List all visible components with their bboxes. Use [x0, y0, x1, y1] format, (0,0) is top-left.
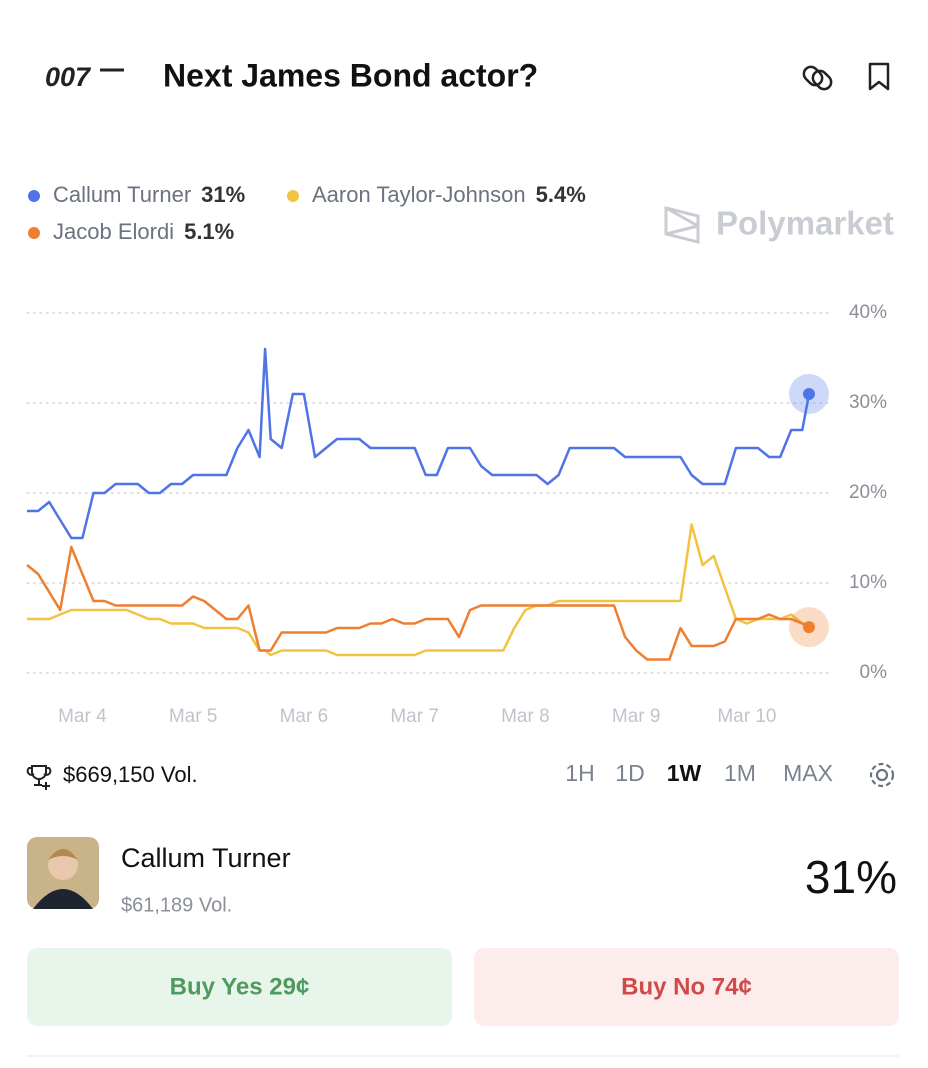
range-option[interactable]: 1H	[565, 760, 594, 786]
legend-name: Aaron Taylor-Johnson	[312, 182, 526, 207]
logo: 007	[45, 62, 92, 92]
settings-icon[interactable]	[869, 762, 895, 788]
outcome-name: Callum Turner	[121, 843, 291, 873]
y-tick-label: 0%	[860, 662, 888, 683]
legend-value: 5.4%	[536, 182, 586, 207]
watermark: Polymarket	[664, 205, 894, 244]
range-option[interactable]: 1D	[615, 760, 644, 786]
avatar-face	[48, 850, 78, 880]
y-tick-label: 30%	[849, 392, 887, 413]
legend-dot	[28, 190, 40, 202]
link-icon[interactable]	[801, 64, 834, 92]
trophy-icon	[26, 765, 52, 790]
legend-value: 5.1%	[184, 219, 234, 244]
buy-no-button[interactable]	[474, 948, 899, 1026]
outcome-volume: $61,189 Vol.	[121, 894, 232, 916]
range-option[interactable]: 1M	[724, 760, 756, 786]
y-tick-label: 10%	[849, 572, 887, 593]
legend-value: 31%	[201, 182, 245, 207]
legend-name: Callum Turner	[53, 182, 191, 207]
x-tick-label: Mar 8	[501, 706, 550, 727]
y-tick-label: 20%	[849, 482, 887, 503]
range-option[interactable]: 1W	[667, 760, 702, 786]
avatar-suit	[33, 889, 93, 909]
buy-no-label: Buy No 74¢	[621, 973, 752, 1000]
watermark-text: Polymarket	[716, 205, 894, 242]
outcome-chance: 31%	[805, 851, 897, 903]
title: Next James Bond actor?	[163, 57, 538, 93]
bookmark-icon[interactable]	[868, 62, 890, 91]
x-tick-label: Mar 7	[390, 706, 439, 727]
end-dot	[802, 621, 815, 634]
x-tick-label: Mar 10	[717, 706, 776, 727]
x-tick-label: Mar 5	[169, 706, 218, 727]
end-dot	[802, 388, 815, 400]
buy-yes-button[interactable]	[27, 948, 452, 1026]
legend-dot	[287, 190, 299, 202]
legend-dot	[28, 227, 40, 239]
buy-yes-label: Buy Yes 29¢	[170, 973, 310, 1000]
series-line	[27, 347, 811, 540]
x-tick-label: Mar 4	[58, 706, 107, 727]
legend-name: Jacob Elordi	[53, 219, 174, 244]
series-line	[27, 523, 810, 657]
x-tick-label: Mar 6	[280, 706, 329, 727]
range-option[interactable]: MAX	[783, 760, 833, 786]
series-line	[26, 545, 810, 661]
volume: $669,150 Vol.	[63, 762, 198, 787]
x-tick-label: Mar 9	[612, 706, 661, 727]
avatar-hair	[48, 849, 78, 860]
y-tick-label: 40%	[849, 302, 887, 323]
